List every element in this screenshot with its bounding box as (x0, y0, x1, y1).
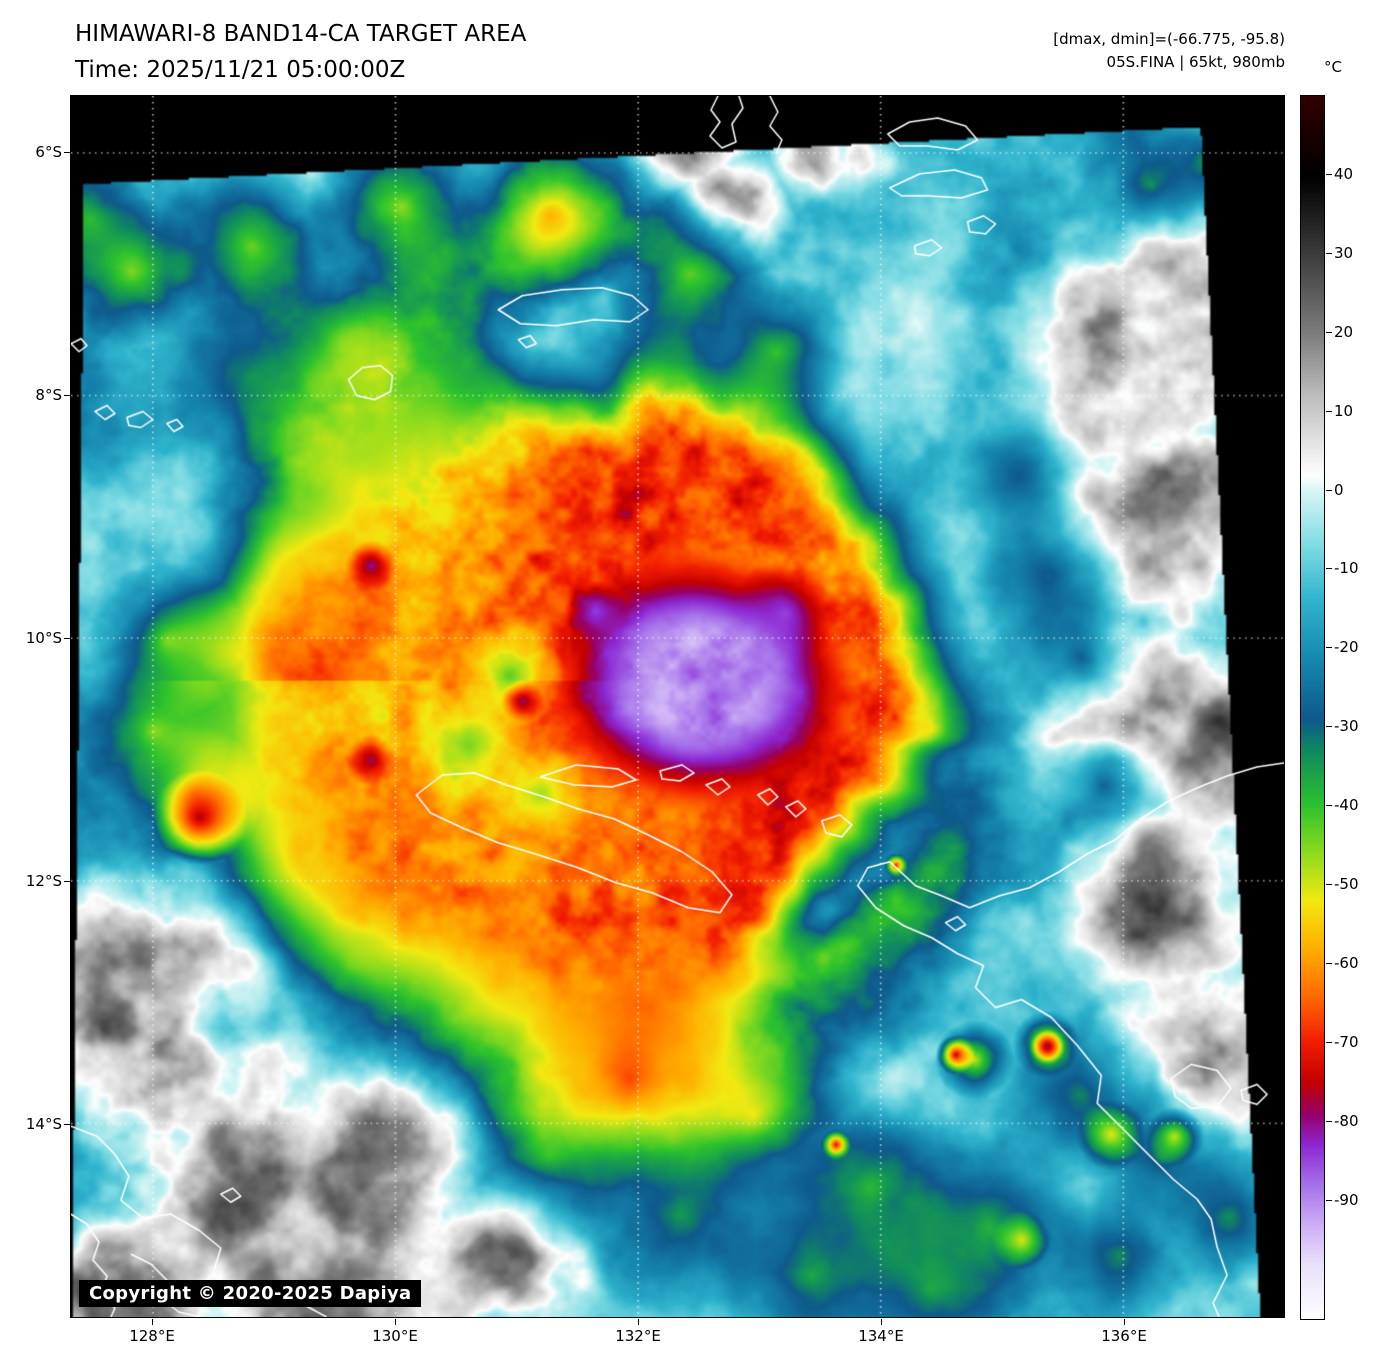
annotation-block: [dmax, dmin]=(-66.775, -95.8) 05S.FINA |… (1053, 28, 1285, 74)
colorbar-tick-label: -50 (1334, 875, 1359, 894)
colorbar-tick-mark (1326, 805, 1332, 807)
colorbar-tick-label: -20 (1334, 638, 1359, 657)
colorbar-unit: °C (1324, 58, 1342, 76)
lat-tick-label: 6°S (35, 143, 62, 161)
lat-tick-mark (64, 881, 70, 882)
colorbar-tick-mark (1326, 884, 1332, 886)
map-plot: Copyright © 2020-2025 Dapiya (70, 95, 1285, 1318)
colorbar-tick-label: -70 (1334, 1032, 1359, 1051)
colorbar-tick-label: -40 (1334, 796, 1359, 815)
annotation-storm-info: 05S.FINA | 65kt, 980mb (1106, 53, 1285, 71)
colorbar (1300, 95, 1325, 1320)
colorbar-tick-label: 10 (1334, 401, 1354, 420)
lat-tick-mark (64, 152, 70, 153)
lon-tick-mark (152, 1319, 153, 1325)
lat-tick-mark (64, 395, 70, 396)
colorbar-tick-mark (1326, 647, 1332, 649)
lat-tick-label: 12°S (25, 872, 62, 890)
lon-tick-label: 136°E (1101, 1327, 1147, 1345)
figure-title: HIMAWARI-8 BAND14-CA TARGET AREA (75, 21, 527, 47)
colorbar-tick-mark (1326, 726, 1332, 728)
lat-tick-mark (64, 638, 70, 639)
colorbar-tick-mark (1326, 252, 1332, 254)
lon-tick-label: 130°E (372, 1327, 418, 1345)
colorbar-tick-label: -80 (1334, 1111, 1359, 1130)
copyright-badge: Copyright © 2020-2025 Dapiya (79, 1280, 422, 1307)
figure-time: Time: 2025/11/21 05:00:00Z (75, 57, 406, 83)
lat-tick-mark (64, 1124, 70, 1125)
colorbar-tick-label: 20 (1334, 322, 1354, 341)
colorbar-tick-label: -10 (1334, 559, 1359, 578)
colorbar-tick-label: -30 (1334, 717, 1359, 736)
satellite-imagery-canvas (71, 96, 1284, 1317)
colorbar-tick-mark (1326, 568, 1332, 570)
colorbar-tick-label: 40 (1334, 164, 1354, 183)
colorbar-tick-mark (1326, 410, 1332, 412)
colorbar-tick-label: 0 (1334, 480, 1344, 499)
colorbar-tick-label: -60 (1334, 953, 1359, 972)
lon-tick-label: 132°E (615, 1327, 661, 1345)
lon-tick-mark (881, 1319, 882, 1325)
colorbar-tick-label: -90 (1334, 1190, 1359, 1209)
lon-tick-mark (395, 1319, 396, 1325)
colorbar-tick-mark (1326, 173, 1332, 175)
colorbar-tick-mark (1326, 1199, 1332, 1201)
colorbar-tick-mark (1326, 1120, 1332, 1122)
annotation-dmax-dmin: [dmax, dmin]=(-66.775, -95.8) (1053, 30, 1285, 48)
lon-tick-label: 134°E (858, 1327, 904, 1345)
lat-tick-label: 8°S (35, 386, 62, 404)
colorbar-tick-mark (1326, 1041, 1332, 1043)
colorbar-tick-mark (1326, 489, 1332, 491)
colorbar-gradient-canvas (1301, 96, 1324, 1319)
colorbar-tick-mark (1326, 962, 1332, 964)
colorbar-tick-mark (1326, 331, 1332, 333)
lon-tick-label: 128°E (129, 1327, 175, 1345)
title-block: HIMAWARI-8 BAND14-CA TARGET AREA Time: 2… (75, 16, 526, 88)
lon-tick-mark (638, 1319, 639, 1325)
lat-tick-label: 10°S (25, 629, 62, 647)
lon-tick-mark (1124, 1319, 1125, 1325)
colorbar-tick-label: 30 (1334, 243, 1354, 262)
lat-tick-label: 14°S (25, 1115, 62, 1133)
